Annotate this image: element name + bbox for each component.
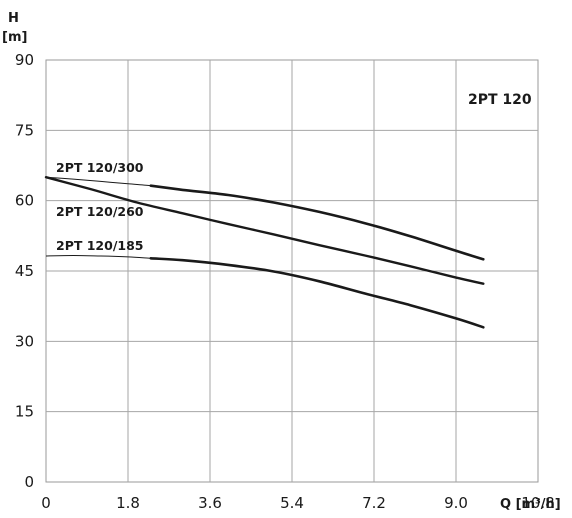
series-line [44,176,485,285]
series-label: 2PT 120/185 [56,238,144,253]
series-label: 2PT 120/260 [56,204,144,219]
x-tick-label: 1.8 [116,494,140,512]
y-tick-label: 15 [15,403,34,421]
x-tick-label: 3.6 [198,494,222,512]
y-tick-label: 60 [15,192,34,210]
x-tick-label: 9.0 [444,494,468,512]
series-line-extension [45,176,151,187]
series-line [149,257,485,329]
x-tick-label: 5.4 [280,494,304,512]
series-label: 2PT 120/300 [56,160,144,175]
x-tick-label: 10.8 [521,494,554,512]
y-tick-label: 45 [15,262,34,280]
y-tick-label: 90 [15,51,34,69]
y-tick-label: 75 [15,121,34,139]
y-tick-label: 0 [24,473,34,491]
labels: H [m] Q [m³/h] 2PT 120 0 1.8 3.6 5.4 7.2 9.0 1… [2,11,561,512]
y-axis-label: H [8,11,19,26]
x-tick-label: 0 [41,494,51,512]
y-tick-label: 30 [15,332,34,350]
series-line [149,184,485,261]
grid-lines [45,59,539,483]
x-axis-label: Q [m³/h] [500,497,561,512]
x-tick-label: 7.2 [362,494,386,512]
chart-title: 2PT 120 [468,92,532,108]
y-axis-unit: [m] [2,30,27,45]
series-line-extension [45,254,151,259]
curves [44,176,485,329]
